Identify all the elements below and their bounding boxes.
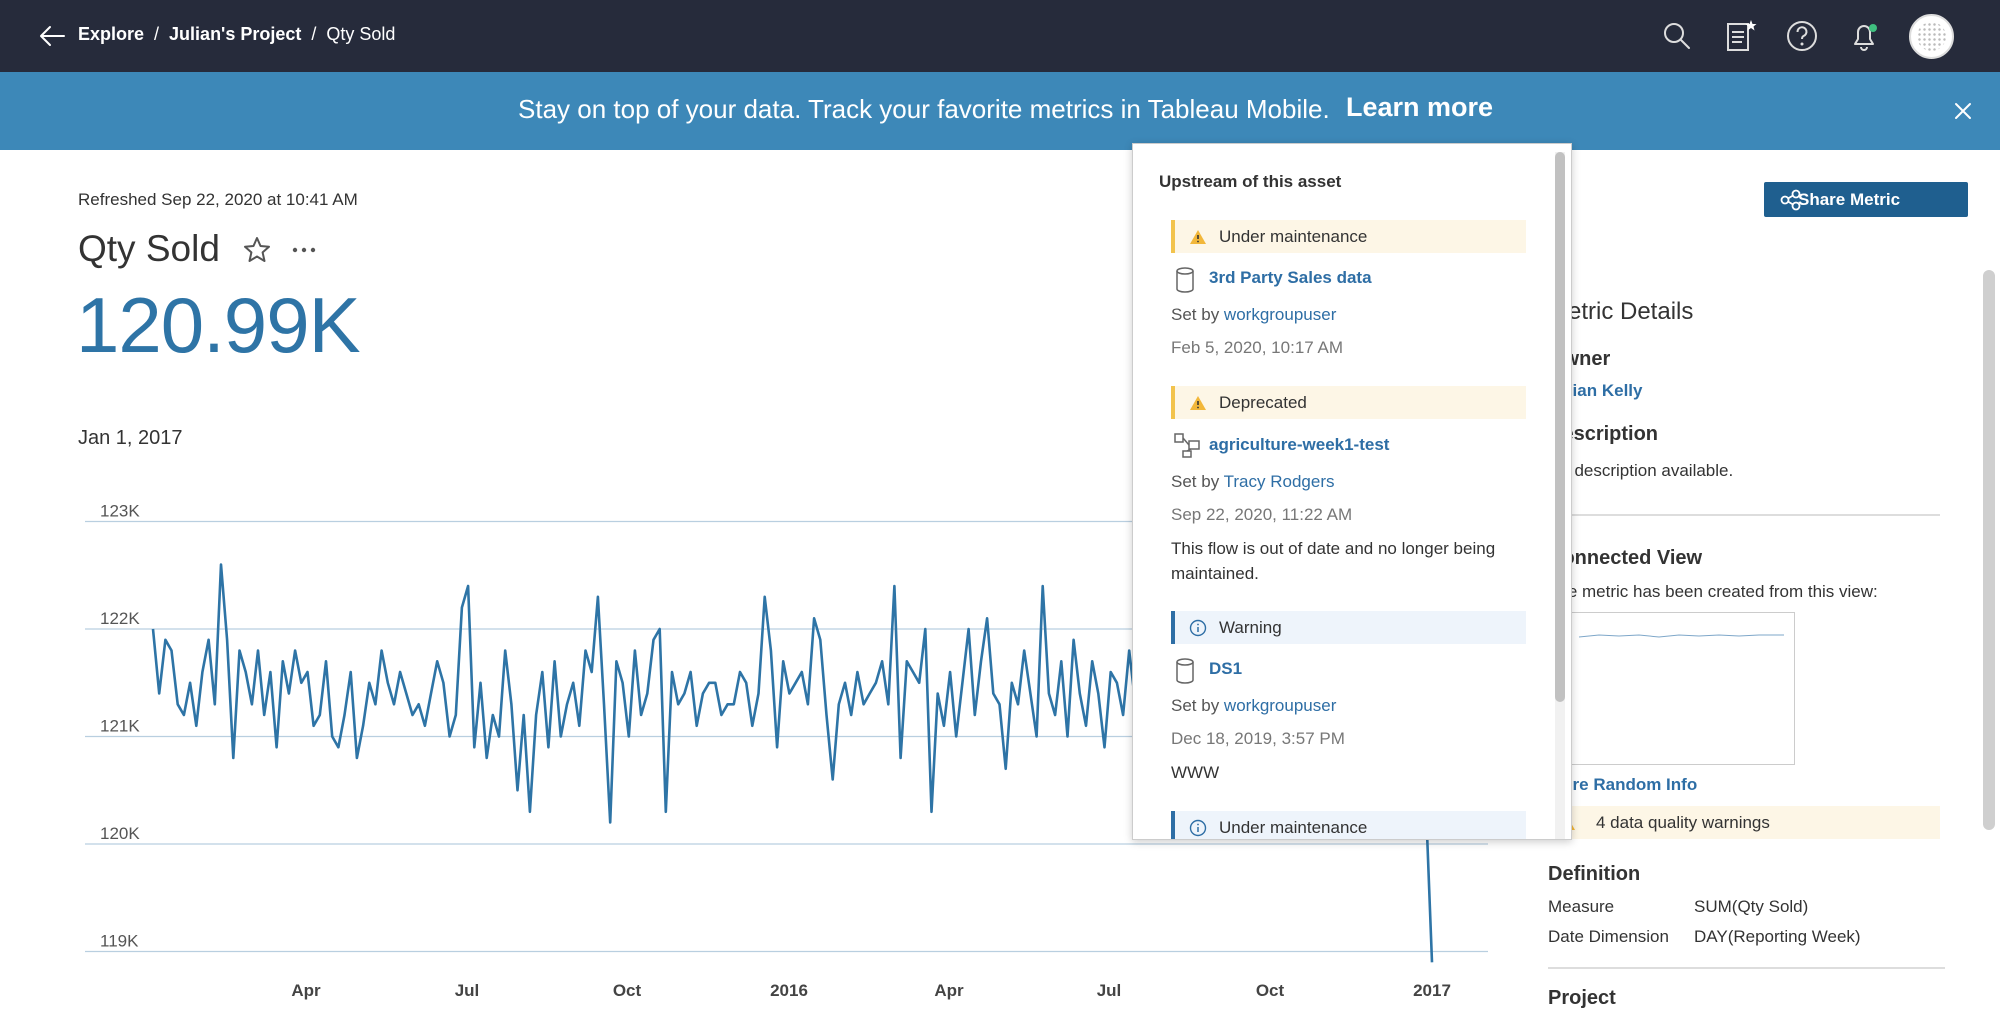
status-badge-deprecated: Deprecated: [1171, 386, 1526, 419]
more-actions-icon[interactable]: [290, 236, 318, 264]
set-date: Dec 18, 2019, 3:57 PM: [1171, 729, 1345, 748]
definition-label: Definition: [1548, 863, 1641, 885]
favorites-list-icon[interactable]: [1722, 18, 1758, 54]
info-icon: [1189, 819, 1207, 836]
x-tick-label: Apr: [291, 981, 321, 1000]
breadcrumb: Explore / Julian's Project / Qty Sold: [78, 24, 395, 45]
breadcrumb-current: Qty Sold: [326, 24, 396, 44]
banner-text: Stay on top of your data. Track your fav…: [518, 94, 1330, 124]
database-icon: [1176, 658, 1194, 684]
set-by-text: Set by Tracy Rodgers: [1171, 472, 1334, 492]
upstream-popover: Upstream of this asset Under maintenance…: [1132, 143, 1572, 840]
date-dimension-label: Date Dimension: [1548, 927, 1669, 946]
upstream-title: Upstream of this asset: [1159, 172, 1342, 191]
measure-value: SUM(Qty Sold): [1694, 897, 1809, 916]
measure-label: Measure: [1548, 897, 1615, 916]
metric-value: 120.99K: [76, 281, 361, 369]
set-date: Feb 5, 2020, 10:17 AM: [1171, 338, 1344, 357]
y-tick-label: 119K: [100, 932, 139, 951]
status-badge-label: Deprecated: [1219, 392, 1307, 412]
breadcrumb-separator: /: [311, 24, 317, 44]
metric-details-heading: Metric Details: [1548, 298, 1694, 325]
banner-learn-more-link[interactable]: Learn more: [1346, 92, 1494, 122]
set-by-text: Set by workgroupuser: [1171, 696, 1336, 716]
popover-scrollbar[interactable]: [1555, 152, 1565, 702]
notifications-icon[interactable]: [1846, 18, 1882, 54]
y-tick-label: 120K: [100, 824, 140, 843]
y-tick-label: 121K: [100, 717, 140, 736]
data-quality-warnings-text: 4 data quality warnings: [1596, 813, 1770, 832]
help-icon[interactable]: [1784, 18, 1820, 54]
close-icon[interactable]: [1950, 98, 1976, 124]
connected-view-label: Connected View: [1548, 547, 1703, 569]
share-icon: [1780, 189, 1801, 211]
x-tick-label: Apr: [934, 981, 964, 1000]
connected-view-link[interactable]: More Random Info: [1548, 775, 1698, 794]
metric-date: Jan 1, 2017: [78, 427, 183, 449]
x-tick-label: Oct: [1256, 981, 1285, 1000]
x-tick-label: Jul: [1097, 981, 1122, 1000]
set-by-prefix: Set by: [1171, 305, 1224, 324]
avatar[interactable]: [1909, 14, 1954, 59]
info-icon: [1189, 619, 1207, 636]
metric-details-panel: Metric Details Owner Julian Kelly Descri…: [1548, 280, 1968, 1009]
page-title: Qty Sold: [78, 228, 220, 269]
share-metric-button[interactable]: Share Metric: [1764, 182, 1968, 217]
x-tick-label: 2017: [1413, 981, 1451, 1000]
status-note: This flow is out of date and no longer b…: [1171, 539, 1496, 583]
set-date: Sep 22, 2020, 11:22 AM: [1171, 505, 1353, 524]
top-nav-bar: Explore / Julian's Project / Qty Sold: [0, 0, 2000, 72]
status-badge-label: Under maintenance: [1219, 226, 1368, 246]
upstream-asset-link[interactable]: 3rd Party Sales data: [1209, 268, 1372, 287]
refreshed-timestamp: Refreshed Sep 22, 2020 at 10:41 AM: [78, 190, 358, 209]
set-by-text: Set by workgroupuser: [1171, 305, 1336, 325]
database-icon: [1176, 267, 1194, 293]
x-tick-label: Jul: [455, 981, 480, 1000]
warning-icon: [1190, 395, 1206, 410]
breadcrumb-separator: /: [154, 24, 160, 44]
project-label: Project: [1548, 987, 1616, 1009]
divider: [1548, 967, 1945, 969]
set-by-prefix: Set by: [1171, 696, 1224, 715]
flow-icon: [1174, 433, 1200, 458]
status-badge-under-maintenance: Under maintenance: [1171, 811, 1526, 839]
y-tick-label: 122K: [100, 609, 140, 628]
status-note: WWW: [1171, 763, 1220, 782]
status-badge-under-maintenance: Under maintenance: [1171, 220, 1526, 253]
set-by-user-link[interactable]: workgroupuser: [1223, 696, 1337, 715]
x-tick-label: Oct: [613, 981, 642, 1000]
status-badge-label: Under maintenance: [1219, 817, 1368, 837]
date-dimension-value: DAY(Reporting Week): [1694, 927, 1861, 946]
set-by-user-link[interactable]: Tracy Rodgers: [1223, 472, 1335, 491]
view-thumbnail[interactable]: [1568, 612, 1795, 765]
details-scrollbar[interactable]: [1983, 270, 1995, 830]
mobile-promo-banner: Stay on top of your data. Track your fav…: [0, 72, 2000, 150]
view-thumbnail-image: [1578, 634, 1784, 638]
back-arrow-icon[interactable]: [36, 20, 68, 52]
search-icon[interactable]: [1659, 18, 1695, 54]
connected-view-text: The metric has been created from this vi…: [1548, 582, 1878, 601]
divider: [1548, 514, 1940, 516]
breadcrumb-explore[interactable]: Explore: [78, 24, 145, 44]
upstream-asset-link[interactable]: agriculture-week1-test: [1209, 435, 1390, 454]
set-by-user-link[interactable]: workgroupuser: [1223, 305, 1337, 324]
breadcrumb-project[interactable]: Julian's Project: [169, 24, 302, 44]
description-label: Description: [1548, 423, 1659, 445]
x-tick-label: 2016: [770, 981, 808, 1000]
status-badge-label: Warning: [1219, 617, 1282, 637]
description-text: No description available.: [1548, 461, 1734, 480]
status-badge-warning: Warning: [1171, 611, 1526, 644]
share-metric-label: Share Metric: [1798, 189, 1901, 209]
y-tick-label: 123K: [100, 502, 140, 521]
upstream-asset-link[interactable]: DS1: [1209, 659, 1243, 678]
star-icon[interactable]: [242, 235, 272, 265]
data-quality-warnings[interactable]: 4 data quality warnings: [1548, 806, 1940, 839]
set-by-prefix: Set by: [1171, 472, 1224, 491]
warning-icon: [1190, 229, 1206, 244]
